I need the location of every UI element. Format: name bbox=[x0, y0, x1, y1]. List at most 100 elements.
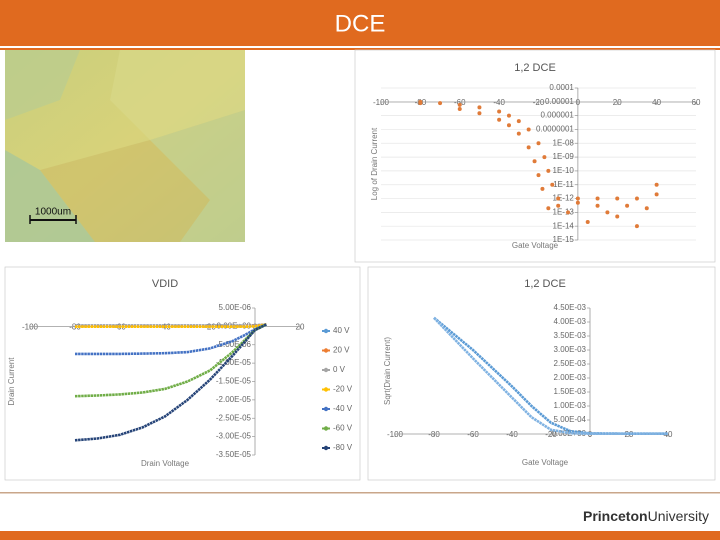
point bbox=[506, 113, 511, 118]
y-tick-label: -2.00E-05 bbox=[216, 395, 252, 404]
y-tick-label: -3.50E-05 bbox=[216, 450, 252, 459]
x-axis-title: Drain Voltage bbox=[141, 459, 190, 468]
y-tick-label: 5.00E-04 bbox=[554, 415, 587, 424]
point bbox=[457, 107, 462, 112]
x-tick-label: -60 bbox=[454, 98, 466, 107]
y-tick-label: 0.000001 bbox=[541, 111, 575, 120]
point bbox=[550, 182, 555, 187]
point bbox=[516, 119, 521, 124]
y-tick-label: 2.50E-03 bbox=[554, 359, 587, 368]
x-tick-label: 20 bbox=[296, 322, 305, 331]
point bbox=[625, 203, 630, 208]
chart-title: 1,2 DCE bbox=[524, 278, 566, 290]
x-tick-label: -40 bbox=[493, 98, 505, 107]
footer-bar bbox=[0, 531, 720, 540]
legend-label: -60 V bbox=[333, 424, 353, 433]
x-tick-label: -80 bbox=[428, 430, 440, 439]
x-tick-label: 20 bbox=[613, 98, 622, 107]
legend-label: -40 V bbox=[333, 404, 353, 413]
point bbox=[634, 224, 639, 229]
x-tick-label: -40 bbox=[506, 430, 518, 439]
y-tick-label: 1E-11 bbox=[553, 180, 574, 189]
point bbox=[542, 155, 547, 160]
y-tick-label: 0.0000001 bbox=[536, 125, 574, 134]
point bbox=[615, 196, 620, 201]
legend-label: 40 V bbox=[333, 326, 350, 335]
logo-regular: University bbox=[648, 508, 709, 524]
point bbox=[556, 196, 561, 201]
point bbox=[497, 117, 502, 122]
chart-title: VDID bbox=[152, 278, 178, 290]
x-tick-label: 40 bbox=[664, 430, 673, 439]
point bbox=[536, 173, 541, 178]
y-tick-label: 1.00E-03 bbox=[554, 401, 587, 410]
point bbox=[575, 196, 580, 201]
y-tick-label: 0.00001 bbox=[545, 97, 574, 106]
y-axis-title: Drain Current bbox=[7, 357, 16, 406]
x-tick-label: 60 bbox=[692, 98, 701, 107]
micrograph: 1000um bbox=[5, 50, 245, 242]
y-tick-label: 3.50E-03 bbox=[554, 331, 587, 340]
y-axis-title: Log of Drain Current bbox=[370, 127, 379, 200]
y-tick-label: 2.00E-03 bbox=[554, 373, 587, 382]
y-tick-label: 3.00E-03 bbox=[554, 345, 587, 354]
y-tick-label: 1E-13 bbox=[553, 207, 575, 216]
y-tick-label: 0.0001 bbox=[549, 83, 574, 92]
x-tick-label: -20 bbox=[533, 98, 545, 107]
point bbox=[615, 214, 620, 219]
series-line bbox=[75, 323, 267, 356]
header-rule bbox=[0, 48, 720, 50]
y-tick-label: 5.00E-06 bbox=[219, 303, 252, 312]
x-axis-title: Gate Voltage bbox=[522, 458, 569, 467]
chart-panel bbox=[4, 266, 361, 481]
legend-label: 0 V bbox=[333, 365, 346, 374]
point bbox=[546, 168, 551, 173]
series-line bbox=[75, 323, 267, 328]
y-tick-label: 4.00E-03 bbox=[554, 317, 587, 326]
point bbox=[526, 127, 531, 132]
point bbox=[526, 145, 531, 150]
slide-title: DCE bbox=[335, 10, 386, 37]
legend-dot bbox=[323, 367, 329, 373]
legend-dot bbox=[323, 445, 329, 451]
footer-logo: PrincetonUniversity bbox=[583, 508, 709, 524]
point bbox=[516, 131, 521, 136]
point bbox=[532, 159, 537, 164]
chart-title: 1,2 DCE bbox=[514, 62, 556, 74]
x-tick-label: -100 bbox=[387, 430, 404, 439]
y-axis-title: Sqrt(Drain Current) bbox=[383, 337, 392, 405]
point bbox=[566, 210, 571, 215]
series-line bbox=[433, 316, 668, 435]
point bbox=[506, 123, 511, 128]
point bbox=[540, 186, 545, 191]
point bbox=[438, 101, 443, 106]
y-tick-label: 1E-12 bbox=[553, 194, 575, 203]
y-tick-label: 1E-09 bbox=[553, 152, 575, 161]
point bbox=[457, 102, 462, 107]
y-tick-label: -1.50E-05 bbox=[216, 377, 252, 386]
legend-dot bbox=[323, 426, 329, 431]
chart-panel bbox=[367, 266, 716, 481]
point bbox=[497, 109, 502, 114]
legend-dot bbox=[323, 406, 329, 412]
x-tick-label: -100 bbox=[22, 322, 39, 331]
point bbox=[546, 206, 551, 211]
footer-rule bbox=[0, 492, 720, 494]
x-tick-label: 40 bbox=[652, 98, 661, 107]
legend-label: 20 V bbox=[333, 346, 350, 355]
y-tick-label: 1E-15 bbox=[553, 235, 575, 244]
legend-dot bbox=[323, 387, 329, 392]
point bbox=[654, 182, 659, 187]
y-tick-label: 1E-08 bbox=[553, 138, 575, 147]
scale-label: 1000um bbox=[35, 207, 71, 218]
y-tick-label: 1E-10 bbox=[553, 166, 575, 175]
chart-panel bbox=[354, 49, 716, 263]
point bbox=[536, 141, 541, 146]
point bbox=[418, 101, 423, 106]
point bbox=[575, 200, 580, 205]
point bbox=[477, 111, 482, 116]
legend-label: -80 V bbox=[333, 443, 353, 452]
point bbox=[634, 196, 639, 201]
y-tick-label: -2.50E-05 bbox=[216, 413, 252, 422]
legend-dot bbox=[323, 328, 329, 334]
